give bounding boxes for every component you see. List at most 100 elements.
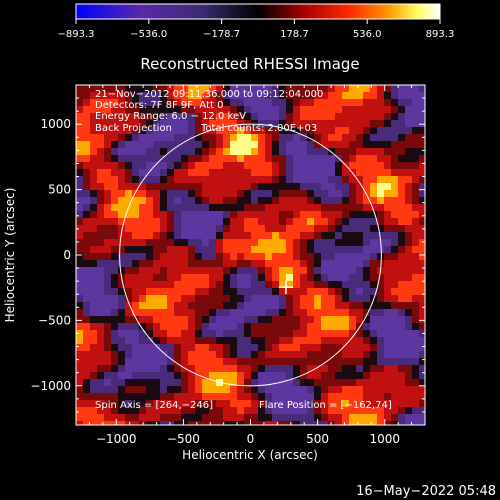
heatmap-cell [258, 274, 266, 282]
heatmap-cell [90, 302, 98, 310]
heatmap-cell [272, 197, 280, 205]
heatmap-cell [419, 400, 425, 408]
heatmap-cell [286, 113, 294, 121]
heatmap-cell [223, 274, 231, 282]
heatmap-cell [230, 106, 238, 114]
heatmap-cell [286, 365, 294, 373]
heatmap-cell [265, 421, 273, 425]
heatmap-cell [258, 232, 266, 240]
heatmap-cell [160, 246, 168, 254]
heatmap-cell [97, 169, 105, 177]
heatmap-cell [146, 407, 154, 415]
heatmap-cell [167, 372, 175, 380]
heatmap-cell [335, 134, 343, 142]
heatmap-cell [160, 309, 168, 317]
heatmap-cell [216, 316, 224, 324]
heatmap-cell [335, 190, 343, 198]
heatmap-cell [118, 365, 126, 373]
heatmap-cell [412, 358, 420, 366]
heatmap-cell [83, 162, 91, 170]
heatmap-cell [111, 309, 119, 317]
heatmap-cell [146, 393, 154, 401]
heatmap-cell [405, 358, 413, 366]
heatmap-cell [293, 288, 301, 296]
heatmap-cell [391, 211, 399, 219]
heatmap-cell [342, 330, 350, 338]
heatmap-cell [83, 113, 91, 121]
heatmap-cell [174, 211, 182, 219]
heatmap-cell [209, 358, 217, 366]
heatmap-cell [384, 176, 392, 184]
heatmap-cell [300, 113, 308, 121]
heatmap-cell [153, 295, 161, 303]
heatmap-cell [328, 85, 336, 93]
heatmap-cell [300, 218, 308, 226]
heatmap-cell [405, 281, 413, 289]
heatmap-cell [342, 379, 350, 387]
heatmap-cell [97, 337, 105, 345]
heatmap-cell [174, 344, 182, 352]
heatmap-cell [104, 393, 112, 401]
heatmap-cell [258, 176, 266, 184]
heatmap-cell [272, 211, 280, 219]
heatmap-cell [167, 225, 175, 233]
heatmap-cell [363, 393, 371, 401]
heatmap-cell [293, 225, 301, 233]
heatmap-cell [335, 267, 343, 275]
heatmap-cell [237, 99, 245, 107]
heatmap-cell [97, 99, 105, 107]
y-tick-label: −1000 [30, 379, 71, 393]
heatmap-cell [125, 113, 133, 121]
heatmap-cell [349, 288, 357, 296]
heatmap-cell [160, 204, 168, 212]
heatmap-cell [132, 253, 140, 261]
heatmap-cell [307, 351, 315, 359]
heatmap-cell [370, 253, 378, 261]
heatmap-cell [328, 302, 336, 310]
heatmap-cell [370, 386, 378, 394]
heatmap-cell [370, 330, 378, 338]
heatmap-cell [321, 253, 329, 261]
heatmap-cell [216, 295, 224, 303]
heatmap-cell [244, 267, 252, 275]
heatmap-cell [202, 204, 210, 212]
heatmap-cell [76, 365, 84, 373]
heatmap-cell [188, 407, 196, 415]
heatmap-cell [97, 302, 105, 310]
heatmap-cell [244, 85, 252, 93]
heatmap-cell [160, 239, 168, 247]
heatmap-cell [209, 351, 217, 359]
heatmap-cell [398, 351, 406, 359]
heatmap-cell [335, 169, 343, 177]
heatmap-cell [83, 309, 91, 317]
heatmap-cell [272, 358, 280, 366]
heatmap-cell [321, 337, 329, 345]
heatmap-cell [111, 183, 119, 191]
heatmap-cell [265, 183, 273, 191]
heatmap-cell [314, 204, 322, 212]
heatmap-cell [335, 365, 343, 373]
heatmap-cell [174, 267, 182, 275]
heatmap-cell [384, 99, 392, 107]
heatmap-cell [265, 260, 273, 268]
heatmap-cell [377, 323, 385, 331]
heatmap-cell [202, 281, 210, 289]
heatmap-cell [419, 323, 425, 331]
heatmap-cell [377, 379, 385, 387]
heatmap-cell [321, 309, 329, 317]
heatmap-cell [244, 162, 252, 170]
heatmap-cell [230, 414, 238, 422]
heatmap-cell [237, 120, 245, 128]
heatmap-cell [244, 358, 252, 366]
heatmap-cell [132, 344, 140, 352]
heatmap-cell [83, 372, 91, 380]
heatmap-cell [195, 295, 203, 303]
heatmap-cell [118, 99, 126, 107]
heatmap-cell [188, 162, 196, 170]
heatmap-cell [202, 155, 210, 163]
heatmap-cell [279, 414, 287, 422]
heatmap-cell [384, 351, 392, 359]
heatmap-cell [209, 190, 217, 198]
heatmap-cell [328, 211, 336, 219]
heatmap-cell [83, 141, 91, 149]
